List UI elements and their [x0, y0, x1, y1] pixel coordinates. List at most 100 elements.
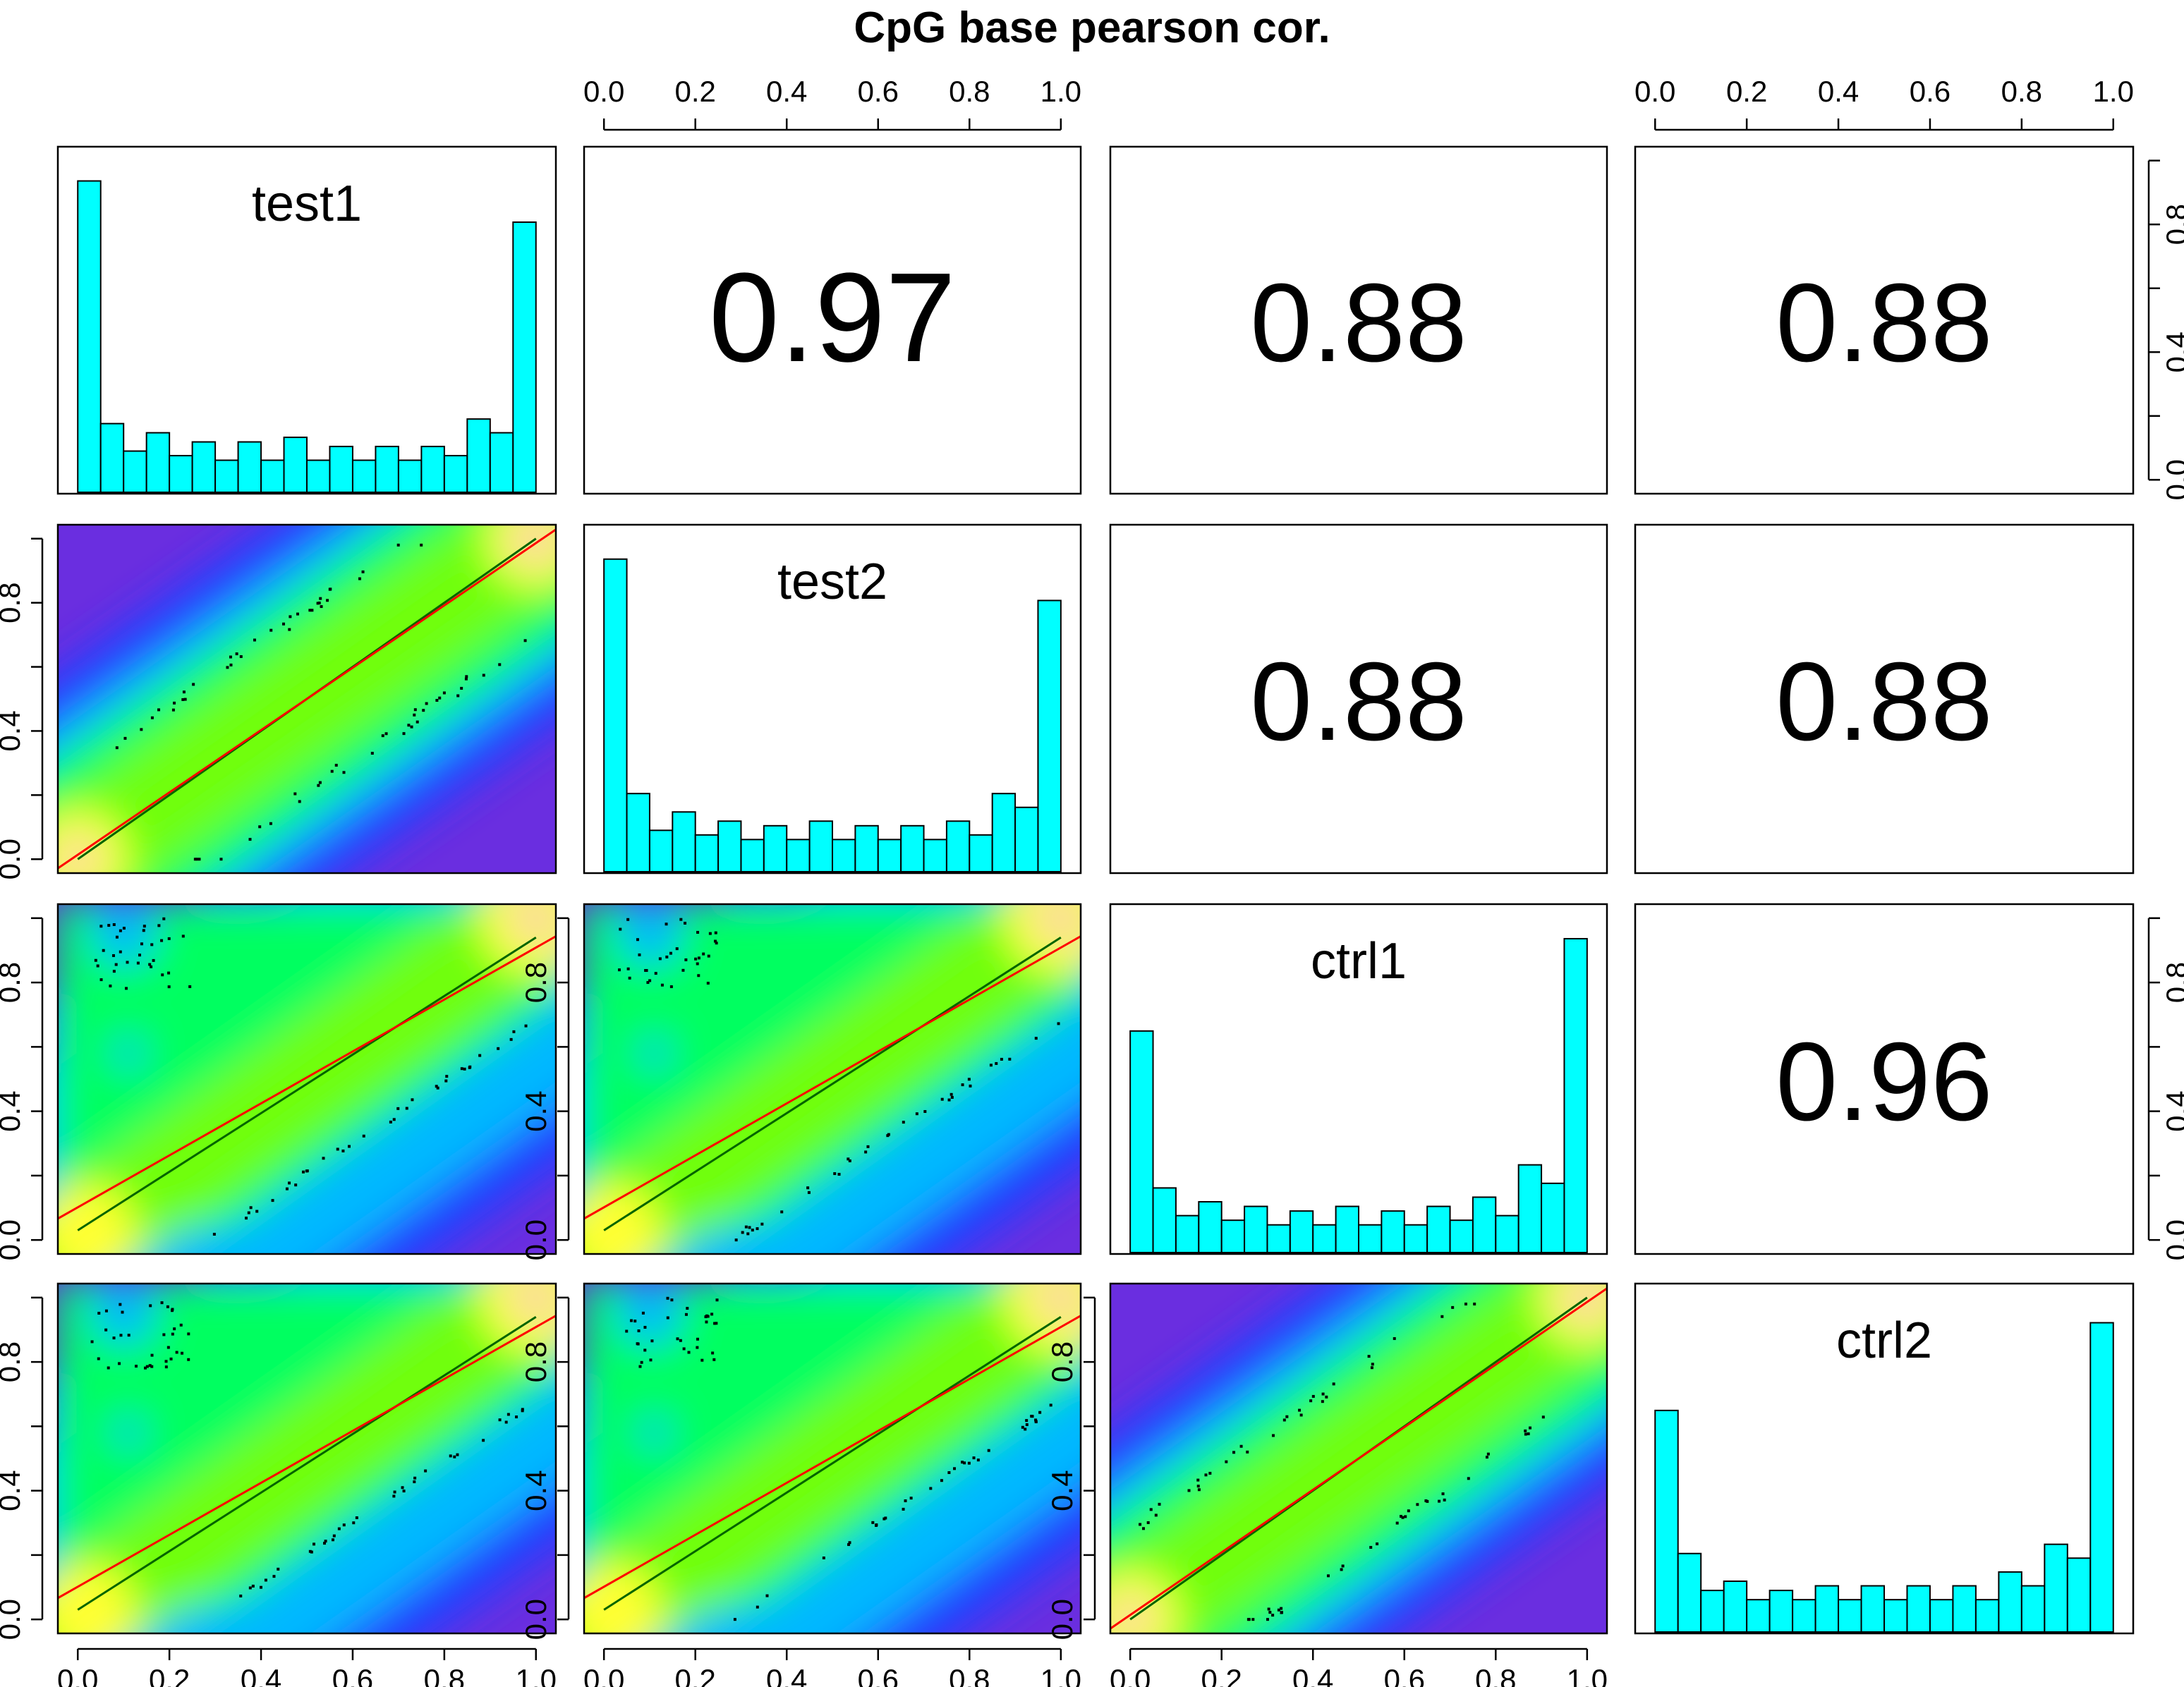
- scatter-point: [940, 1479, 943, 1482]
- scatter-point: [460, 686, 463, 690]
- scatter-point: [633, 1320, 637, 1323]
- scatter-point: [114, 963, 118, 966]
- scatter-point: [401, 1486, 404, 1490]
- histogram-bar: [1792, 1599, 1816, 1633]
- scatter-point: [1197, 1488, 1201, 1492]
- scatter-point: [704, 1315, 708, 1319]
- scatter-panel-test1-vs-ctrl1: [58, 904, 556, 1254]
- scatter-point: [150, 1365, 154, 1368]
- histogram-bar: [123, 450, 147, 494]
- fit-line-green: [77, 936, 537, 1231]
- scatter-point: [715, 1298, 719, 1302]
- scatter-point: [1196, 1478, 1200, 1482]
- histogram-bar: [1426, 1205, 1451, 1253]
- scatter-point: [1034, 1420, 1038, 1423]
- histogram-bar: [808, 820, 833, 872]
- scatter-point: [1309, 1399, 1313, 1403]
- scatter-point: [127, 1334, 131, 1337]
- scatter-point: [711, 1351, 715, 1355]
- variable-label: test1: [252, 176, 362, 232]
- scatter-point: [1038, 1411, 1042, 1414]
- histogram-bar: [237, 441, 262, 494]
- scatter-point: [504, 1420, 508, 1424]
- panel-frame: [1634, 1282, 2135, 1635]
- scatter-point: [1158, 1502, 1161, 1506]
- scatter-point: [1196, 1485, 1200, 1488]
- correlation-value: 0.88: [1776, 640, 1993, 764]
- scatter-point: [1239, 1444, 1243, 1448]
- scatter-panel-test1-vs-ctrl2: [58, 1284, 556, 1633]
- scatter-point: [665, 955, 669, 958]
- scatter-point: [118, 1362, 121, 1365]
- histogram-bar: [260, 459, 285, 494]
- scatter-point: [947, 1098, 951, 1102]
- scatter-point: [669, 951, 672, 955]
- axis-tick-label: 0.6: [1910, 75, 1951, 108]
- scatter-point: [157, 924, 161, 927]
- scatter-point: [167, 971, 171, 975]
- scatter-point: [684, 1313, 688, 1316]
- scatter-point: [464, 677, 468, 681]
- scatter-point: [393, 1490, 396, 1494]
- scatter-point: [902, 1507, 905, 1511]
- scatter-point: [1034, 1037, 1038, 1040]
- scatter-point: [148, 963, 152, 966]
- chart-title: CpG base pearson cor.: [854, 4, 1330, 52]
- scatter-point: [1529, 1426, 1532, 1430]
- scatter-point: [882, 1517, 886, 1521]
- scatter-point: [669, 985, 673, 989]
- histogram-bar: [1906, 1585, 1931, 1633]
- scatter-point: [324, 1540, 327, 1543]
- scatter-point: [239, 654, 243, 658]
- scatter-point: [1376, 1542, 1379, 1546]
- scatter-point: [679, 1339, 682, 1342]
- scatter-point: [269, 628, 273, 632]
- histogram-bar: [1403, 1224, 1428, 1253]
- scatter-point: [1225, 1460, 1228, 1463]
- scatter-point: [1443, 1498, 1446, 1502]
- top-x-axis: 0.0 0.2 0.4 0.6 0.8 1.0: [583, 75, 1081, 131]
- scatter-outlier-points: [1139, 1302, 1545, 1621]
- scatter-point: [1326, 1574, 1330, 1578]
- scatter-point: [171, 708, 175, 712]
- scatter-point: [355, 1516, 358, 1520]
- scatter-point: [524, 1024, 528, 1028]
- scatter-point: [682, 1347, 686, 1351]
- scatter-point: [512, 1030, 516, 1033]
- scatter-point: [617, 968, 621, 972]
- scatter-point: [660, 983, 664, 987]
- panel-frame: [1109, 523, 1608, 875]
- histogram-bar: [1654, 1409, 1679, 1633]
- scatter-point: [1057, 1022, 1060, 1025]
- axis-tick-label: 1.0: [1041, 1663, 1081, 1687]
- axis-tick-label: 0.4: [2160, 331, 2184, 372]
- axis-tick-label: 0.4: [0, 1090, 26, 1131]
- scatter-point: [636, 1342, 640, 1346]
- histogram-bar: [2020, 1585, 2046, 1633]
- scatter-point: [361, 570, 365, 573]
- axis-tick-label: 0.2: [149, 1663, 190, 1687]
- scatter-point: [847, 1543, 851, 1547]
- scatter-point: [1393, 1336, 1396, 1340]
- histogram-test1: test1: [77, 176, 537, 494]
- scatter-point: [272, 1575, 276, 1578]
- scatter-point: [995, 1061, 998, 1065]
- scatter-point: [1464, 1302, 1467, 1305]
- histogram-bar: [1358, 1224, 1383, 1253]
- axis-tick-label: 0.4: [0, 1470, 26, 1511]
- scatter-point: [259, 1585, 262, 1589]
- correlation-value: 0.88: [1776, 261, 1993, 385]
- scatter-point: [641, 1311, 645, 1315]
- correlation-value: 0.97: [709, 247, 956, 389]
- scatter-point: [142, 925, 146, 928]
- scatter-point: [976, 1458, 980, 1462]
- histogram-bar: [672, 811, 696, 872]
- scatter-point: [424, 1469, 427, 1473]
- scatter-point: [123, 736, 127, 740]
- histogram-bar: [375, 446, 399, 493]
- scatter-point: [99, 978, 103, 982]
- scatter-point: [337, 1527, 341, 1530]
- histogram-bar: [1838, 1599, 1862, 1633]
- histogram-bar: [832, 839, 856, 873]
- scatter-outlier-points: [625, 1296, 1052, 1621]
